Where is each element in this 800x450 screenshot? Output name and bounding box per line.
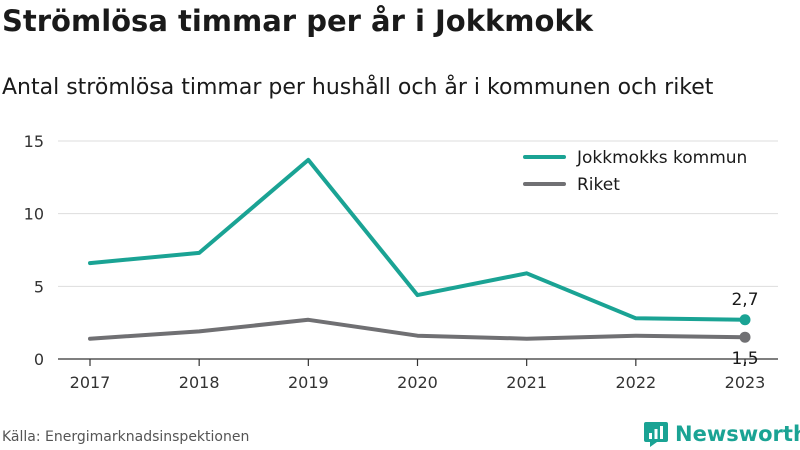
newsworthy-logo-icon — [644, 422, 668, 447]
x-tick-label: 2018 — [179, 373, 220, 392]
data-label: 2,7 — [731, 290, 758, 310]
series-line-1 — [88, 317, 747, 341]
series-end-point-0 — [739, 314, 751, 326]
y-tick-label: 0 — [34, 350, 44, 369]
series-line-0 — [88, 157, 747, 322]
legend-label-1: Riket — [577, 175, 620, 195]
chart-title: Strömlösa timmar per år i Jokkmokk — [2, 4, 594, 38]
y-tick-label: 5 — [34, 277, 44, 296]
brand-logo: Newsworthy — [643, 420, 800, 448]
source-note: Källa: Energimarknadsinspektionen — [2, 429, 250, 445]
x-tick-label: 2023 — [725, 373, 766, 392]
series-end-point-1 — [739, 331, 751, 343]
brand-name: Newsworthy — [675, 422, 800, 446]
x-tick-label: 2021 — [506, 373, 547, 392]
x-tick-label: 2017 — [70, 373, 111, 392]
x-tick-label: 2020 — [397, 373, 438, 392]
chart-subtitle: Antal strömlösa timmar per hushåll och å… — [2, 75, 714, 100]
y-tick-label: 10 — [24, 205, 44, 224]
x-tick-label: 2019 — [288, 373, 329, 392]
y-tick-label: 15 — [24, 132, 44, 151]
legend-label-0: Jokkmokks kommun — [576, 148, 747, 168]
x-tick-label: 2022 — [615, 373, 656, 392]
data-label: 1,5 — [731, 349, 758, 369]
